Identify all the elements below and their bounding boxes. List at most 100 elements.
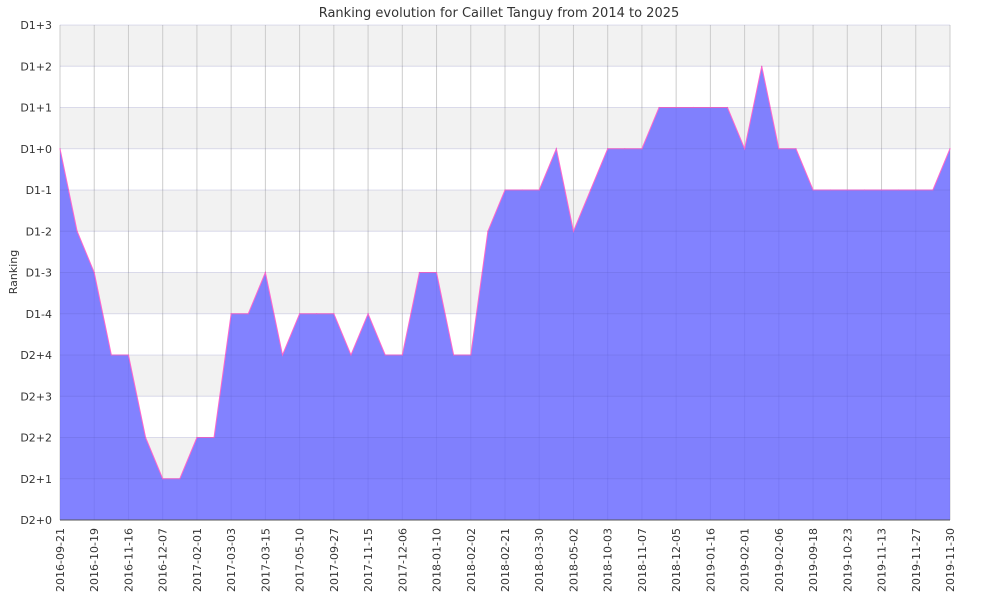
data-point	[418, 271, 421, 274]
x-tick-label: 2018-12-05	[670, 528, 683, 592]
y-tick-label: D1-3	[26, 267, 52, 280]
y-tick-label: D2+1	[20, 473, 52, 486]
data-point	[607, 148, 609, 150]
x-tick-label: 2018-03-30	[533, 528, 546, 592]
data-point	[726, 106, 729, 109]
y-tick-label: D1+1	[20, 102, 52, 115]
x-tick-label: 2019-11-27	[910, 528, 923, 592]
data-point	[367, 313, 369, 315]
data-point	[230, 313, 232, 315]
data-point	[504, 189, 506, 191]
data-point	[299, 313, 301, 315]
x-tick-label: 2019-01-16	[704, 528, 717, 592]
data-point	[829, 189, 831, 191]
x-tick-label: 2016-09-21	[54, 528, 67, 592]
data-point	[744, 148, 746, 150]
data-point	[761, 65, 763, 67]
x-tick-label: 2016-12-07	[157, 528, 170, 592]
y-tick-label: D2+4	[20, 349, 52, 362]
data-point	[572, 230, 575, 232]
data-point	[487, 230, 489, 232]
y-axis-label: Ranking	[7, 250, 20, 295]
x-tick-label: 2019-11-30	[944, 528, 957, 592]
ranking-area	[59, 65, 951, 520]
x-tick-label: 2018-11-07	[636, 528, 649, 592]
data-point	[144, 436, 147, 439]
area-fill	[60, 66, 950, 520]
x-tick-label: 2017-03-15	[259, 528, 272, 592]
data-point	[162, 478, 164, 480]
data-point	[76, 230, 78, 232]
data-point	[932, 189, 934, 191]
data-point	[589, 189, 592, 191]
x-tick-label: 2019-02-06	[773, 528, 786, 592]
y-axis-ticks: D2+0 D2+1 D2+2 D2+3 D2+4 D1-4 D1-3 D1-2 D1-1 D1+0…	[20, 19, 52, 527]
data-point	[880, 189, 883, 191]
data-point	[538, 189, 540, 191]
y-tick-label: D1-1	[26, 184, 52, 197]
x-tick-label: 2016-11-16	[122, 528, 135, 592]
data-point	[863, 189, 866, 191]
data-point	[675, 106, 677, 109]
data-point	[521, 189, 523, 191]
y-tick-label: D2+2	[20, 432, 52, 445]
data-point	[898, 189, 900, 191]
data-point	[709, 106, 711, 109]
data-point	[281, 354, 284, 356]
data-point	[401, 354, 403, 356]
data-point	[264, 271, 266, 274]
data-point	[846, 189, 848, 191]
x-tick-label: 2017-09-27	[328, 528, 341, 592]
x-tick-label: 2017-05-10	[294, 528, 307, 592]
y-tick-label: D1+3	[20, 19, 52, 32]
data-point	[812, 189, 814, 191]
x-tick-label: 2017-11-15	[362, 528, 375, 592]
y-tick-label: D1-2	[26, 225, 52, 238]
x-tick-label: 2019-02-01	[739, 528, 752, 592]
data-point	[333, 313, 335, 315]
x-tick-label: 2016-10-19	[88, 528, 101, 592]
x-tick-label: 2018-02-02	[465, 528, 478, 592]
data-point	[641, 148, 643, 150]
data-point	[196, 436, 198, 439]
data-point	[59, 148, 61, 150]
x-tick-label: 2017-03-03	[225, 528, 238, 592]
data-point	[624, 148, 626, 150]
data-point	[778, 148, 780, 150]
data-point	[949, 148, 951, 150]
x-axis-ticks: 2016-09-21 2016-10-19 2016-11-16 2016-12-07…	[54, 528, 957, 592]
data-point	[915, 189, 917, 191]
data-point	[692, 106, 694, 109]
data-point	[316, 313, 318, 315]
y-tick-label: D2+3	[20, 390, 52, 403]
x-tick-label: 2019-09-18	[807, 528, 820, 592]
data-point	[350, 354, 352, 356]
x-tick-label: 2017-02-01	[191, 528, 204, 592]
data-point	[470, 354, 472, 356]
data-point	[555, 148, 557, 150]
y-tick-label: D1-4	[26, 308, 52, 321]
data-point	[179, 478, 181, 480]
data-point	[453, 354, 455, 356]
x-tick-label: 2018-05-02	[567, 528, 580, 592]
x-tick-label: 2018-02-21	[499, 528, 512, 592]
x-tick-label: 2018-10-03	[602, 528, 615, 592]
data-point	[93, 271, 95, 274]
data-point	[658, 106, 660, 109]
data-point	[213, 436, 215, 439]
chart-title: Ranking evolution for Caillet Tanguy fro…	[319, 6, 680, 21]
data-point	[435, 271, 438, 274]
data-point	[384, 354, 386, 356]
x-tick-label: 2018-01-10	[431, 528, 444, 592]
y-tick-label: D1+0	[20, 143, 52, 156]
x-tick-label: 2019-10-23	[841, 528, 854, 592]
y-tick-label: D2+0	[20, 514, 52, 527]
x-tick-label: 2019-11-13	[876, 528, 889, 592]
x-tick-label: 2017-12-06	[396, 528, 409, 592]
data-point	[127, 354, 130, 356]
y-tick-label: D1+2	[20, 60, 52, 73]
data-point	[247, 313, 249, 315]
data-point	[795, 148, 797, 150]
data-point	[110, 354, 112, 356]
